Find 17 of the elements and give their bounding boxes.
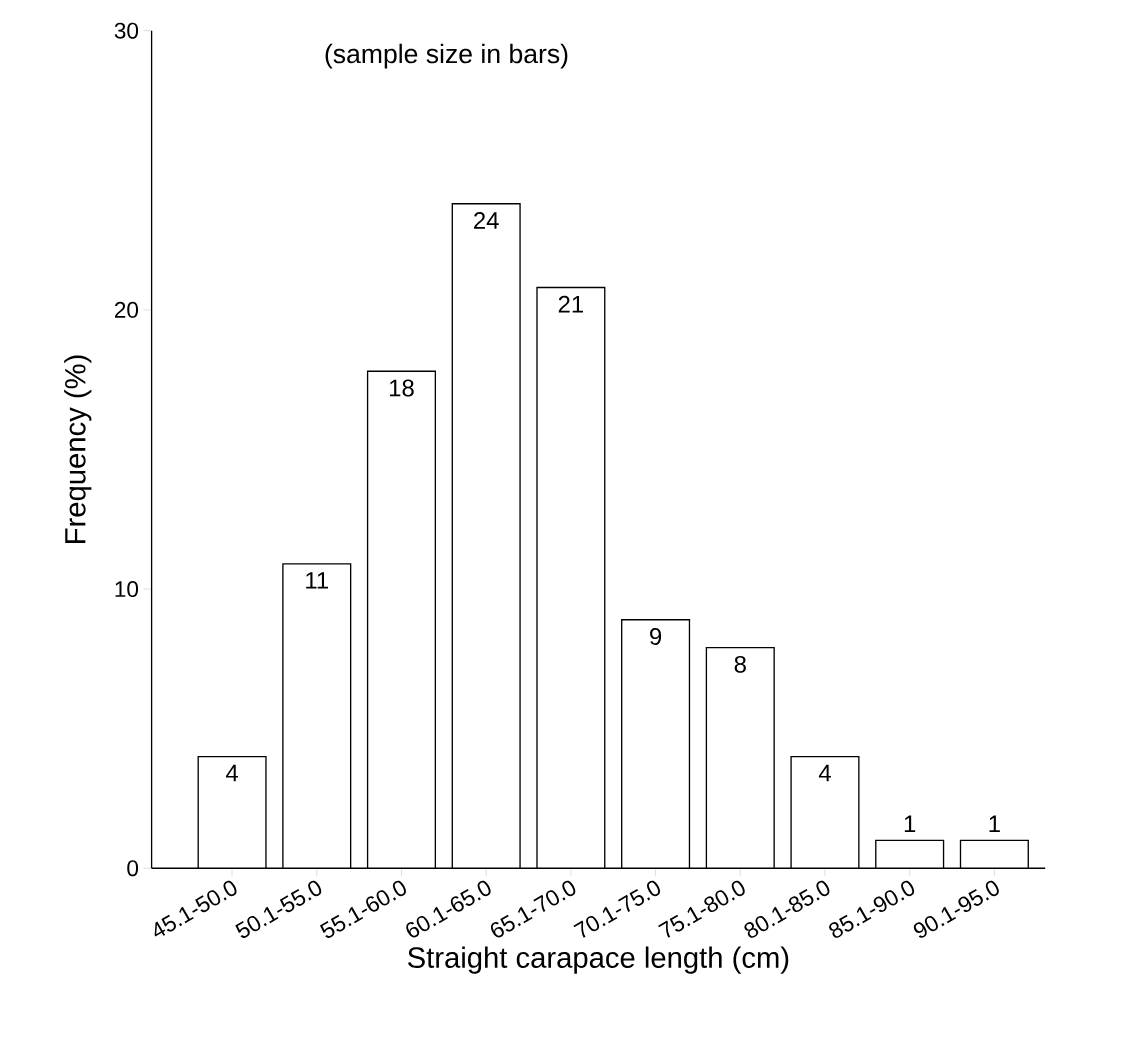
data-label: 4 [225,764,239,782]
y-tick-label: 30 [114,22,139,39]
data-label: 21 [558,295,583,313]
data-label: 4 [818,764,831,782]
data-label: 9 [650,628,662,646]
data-label: 1 [989,815,1000,833]
data-label: 8 [734,656,746,674]
y-tick-label: 0 [127,860,139,877]
data-label: 11 [306,572,329,589]
data-label: 24 [474,212,499,229]
annotation: (sample size in bars) [325,43,568,69]
data-label: 18 [389,379,414,397]
y-tick-label: 10 [115,581,139,598]
x-axis-title: Straight carapace length (cm) [408,946,789,974]
y-tick-label: 20 [114,302,139,319]
y-axis-title: Frequency (%) [64,355,92,544]
data-label: 1 [904,815,916,833]
